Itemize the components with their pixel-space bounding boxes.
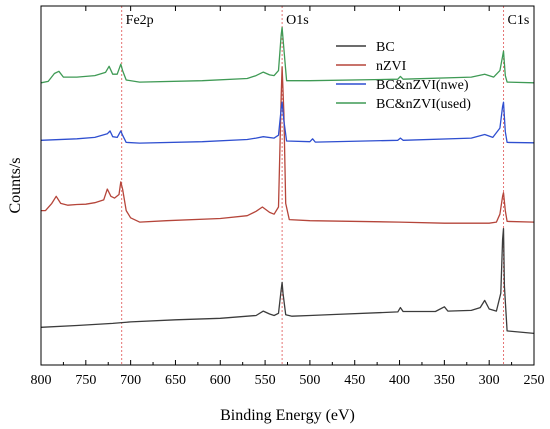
legend-label: BC&nZVI(nwe) [376,78,469,93]
legend-label: BC [376,40,395,55]
x-tick-label: 650 [165,373,186,388]
series-layer [40,26,535,335]
x-tick-label: 350 [434,373,455,388]
reference-labels: Fe2p O1s C1s [126,13,530,28]
y-axis-label: Counts/s [7,157,24,213]
x-tick-label: 800 [31,373,52,388]
series-line-4 [40,26,535,84]
reference-lines [121,6,505,365]
series-line-1 [40,227,535,335]
series-line-3 [40,101,535,144]
x-tick-label: 500 [299,373,320,388]
x-tick-label: 600 [210,373,231,388]
x-tick-label: 300 [479,373,500,388]
legend-label: nZVI [376,59,407,74]
x-tick-label: 550 [255,373,276,388]
reference-label-o1s: O1s [286,13,309,28]
reference-label-c1s: C1s [508,13,530,28]
reference-label-fe2p: Fe2p [126,13,154,28]
x-tick-label: 450 [344,373,365,388]
legend-label: BC&nZVI(used) [376,97,471,112]
x-tick-label: 750 [75,373,96,388]
x-tick-label: 400 [389,373,410,388]
x-tick-label: 700 [120,373,141,388]
x-axis-ticks: 800 750 700 650 600 550 500 450 400 350 300 250 [31,6,545,388]
legend: BC nZVI BC&nZVI(nwe) BC&nZVI(used) [336,40,471,112]
x-tick-label: 250 [524,373,545,388]
series-line-2 [41,66,535,224]
x-axis-label: Binding Energy (eV) [220,407,355,424]
